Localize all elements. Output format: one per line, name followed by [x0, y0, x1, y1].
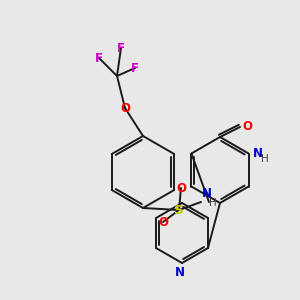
Text: O: O [158, 215, 168, 229]
Text: N: N [175, 266, 185, 279]
Text: H: H [209, 198, 217, 208]
Text: F: F [95, 52, 103, 64]
Text: S: S [174, 203, 184, 217]
Text: O: O [120, 101, 130, 115]
Text: N: N [202, 187, 212, 200]
Text: F: F [117, 41, 125, 55]
Text: H: H [261, 154, 268, 164]
Text: N: N [253, 147, 262, 160]
Text: O: O [242, 121, 252, 134]
Text: F: F [131, 61, 139, 74]
Text: O: O [176, 182, 186, 194]
